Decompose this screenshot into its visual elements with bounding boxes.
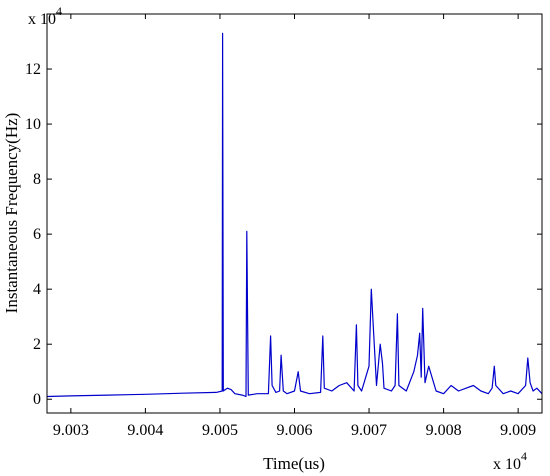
x-axis-title: Time(us): [263, 454, 325, 473]
x-tick-label: 9.003: [53, 422, 89, 439]
y-tick-label: 6: [33, 226, 41, 243]
y-tick-label: 2: [33, 336, 41, 353]
y-axis-ticks: 0 2 4 6 8 10 12: [25, 61, 542, 408]
x-tick-label: 9.006: [277, 422, 313, 439]
x-multiplier-exponent: 4: [521, 449, 527, 463]
x-multiplier-label: x 104: [493, 449, 527, 473]
y-tick-label: 4: [33, 281, 41, 298]
y-axis-title: Instantaneous Frequency(Hz): [2, 113, 21, 314]
x-tick-label: 9.004: [127, 422, 163, 439]
x-tick-label: 9.007: [351, 422, 387, 439]
x-tick-label: 9.008: [426, 422, 462, 439]
series-layer: [46, 32, 543, 398]
x-axis-ticks: 9.003 9.004 9.005 9.006 9.007 9.008 9.009: [53, 14, 536, 439]
y-tick-label: 8: [33, 171, 41, 188]
y-tick-label: 0: [33, 391, 41, 408]
y-multiplier-label: x 104: [28, 4, 62, 28]
y-tick-label: 12: [25, 61, 41, 78]
plot-background: [47, 14, 542, 413]
y-multiplier-exponent: 4: [56, 4, 62, 18]
x-tick-label: 9.005: [202, 422, 238, 439]
series-line: [46, 32, 543, 398]
y-tick-label: 10: [25, 116, 41, 133]
x-tick-label: 9.009: [500, 422, 536, 439]
